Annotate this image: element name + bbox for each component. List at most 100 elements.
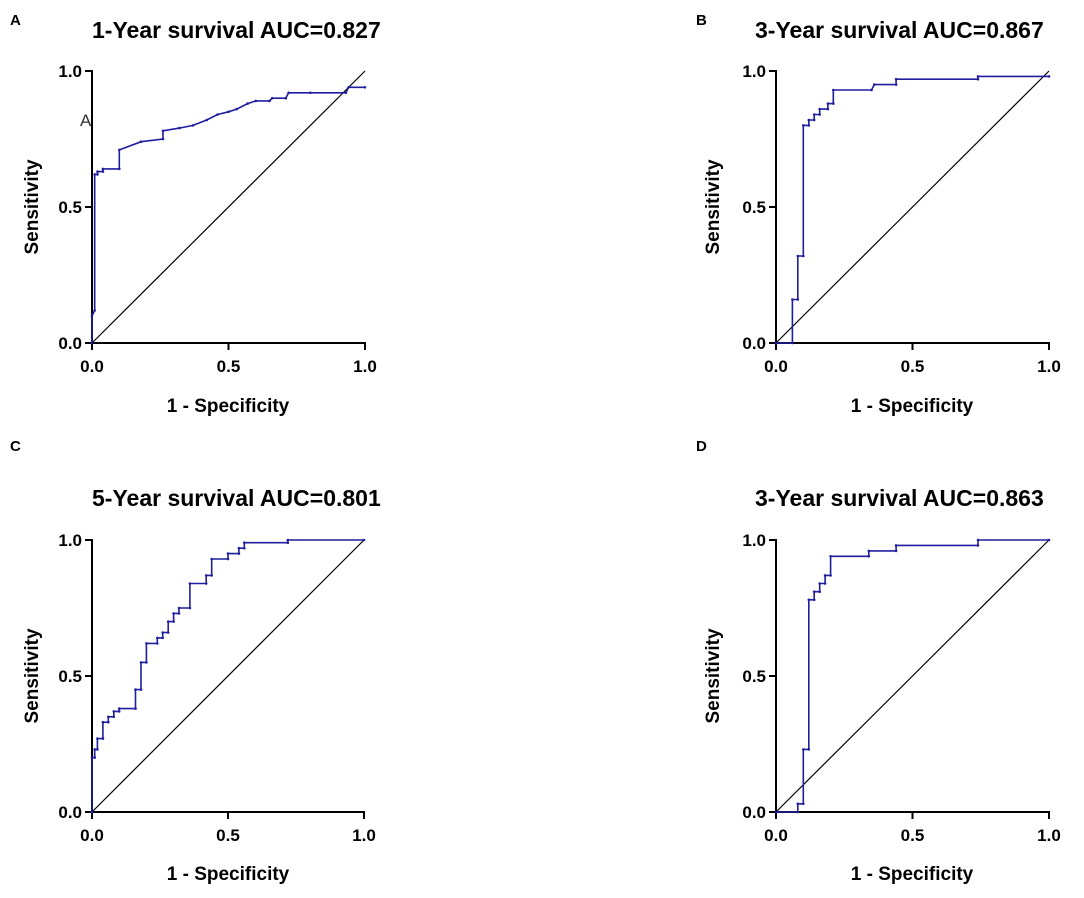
roc-point bbox=[286, 538, 290, 542]
roc-point bbox=[807, 118, 811, 122]
reference-diagonal-line bbox=[91, 70, 366, 344]
roc-point bbox=[93, 309, 96, 312]
chart-title: 5-Year survival AUC=0.801 bbox=[92, 485, 381, 511]
roc-point bbox=[867, 555, 871, 558]
roc-point bbox=[188, 606, 192, 610]
chart-title: 3-Year survival AUC=0.863 bbox=[755, 485, 1044, 511]
y-axis-label: Sensitivity bbox=[703, 159, 724, 254]
x-tick-label: 0.0 bbox=[764, 826, 788, 845]
roc-point bbox=[145, 661, 148, 664]
roc-point bbox=[107, 715, 110, 719]
roc-point bbox=[807, 124, 811, 127]
panel-letter: C bbox=[10, 438, 21, 455]
roc-point bbox=[166, 631, 170, 634]
y-tick-label: 0.0 bbox=[742, 334, 766, 353]
panel-a: A 1-Year survival AUC=0.827 0.0 0.5 1.0 0.0 0.… bbox=[10, 12, 381, 417]
y-tick-label: 1.0 bbox=[742, 62, 766, 81]
y-tick-label: 0.5 bbox=[58, 667, 82, 686]
roc-point bbox=[226, 552, 230, 555]
roc-point bbox=[188, 582, 192, 585]
roc-point bbox=[210, 574, 213, 577]
y-axis-label: Sensitivity bbox=[22, 159, 43, 254]
roc-point bbox=[812, 590, 816, 593]
roc-point bbox=[309, 91, 312, 95]
roc-point bbox=[832, 102, 835, 105]
roc-point bbox=[823, 582, 827, 585]
roc-point bbox=[894, 544, 898, 547]
roc-point bbox=[191, 124, 195, 127]
roc-point bbox=[802, 748, 805, 751]
roc-point bbox=[791, 341, 794, 345]
roc-point bbox=[235, 107, 238, 111]
roc-point bbox=[818, 113, 821, 116]
reference-diagonal-line bbox=[775, 70, 1050, 344]
roc-point bbox=[112, 710, 116, 713]
y-tick-label: 1.0 bbox=[58, 531, 82, 550]
roc-point bbox=[254, 99, 258, 103]
roc-curve-line bbox=[776, 539, 1049, 813]
x-tick-label: 0.5 bbox=[901, 357, 925, 376]
roc-point bbox=[344, 91, 348, 95]
roc-point bbox=[101, 170, 105, 173]
roc-point bbox=[812, 118, 816, 122]
roc-point bbox=[96, 170, 99, 173]
roc-point bbox=[829, 555, 832, 558]
roc-point bbox=[172, 620, 175, 623]
roc-point bbox=[270, 96, 274, 100]
roc-point bbox=[829, 574, 832, 577]
y-tick-label: 0.0 bbox=[58, 334, 82, 353]
roc-point bbox=[134, 688, 137, 691]
roc-point bbox=[156, 636, 159, 640]
x-tick-label: 0.0 bbox=[764, 357, 788, 376]
roc-point bbox=[268, 99, 271, 103]
roc-point bbox=[172, 612, 175, 615]
roc-point bbox=[867, 549, 871, 553]
y-tick-label: 0.0 bbox=[58, 803, 82, 822]
roc-point bbox=[118, 148, 121, 152]
y-tick-label: 0.5 bbox=[742, 198, 766, 217]
y-axis-label: Sensitivity bbox=[22, 628, 43, 723]
y-tick-label: 0.0 bbox=[742, 803, 766, 822]
x-tick-label: 0.0 bbox=[80, 357, 104, 376]
roc-point bbox=[286, 541, 290, 544]
panel-d: D 3-Year survival AUC=0.863 0.0 0.5 1.0 0.0 0.… bbox=[696, 438, 1061, 885]
x-axis-label: 1 - Specificity bbox=[851, 396, 974, 417]
roc-point bbox=[807, 748, 811, 751]
roc-point bbox=[894, 549, 898, 553]
roc-point bbox=[347, 86, 350, 89]
reference-diagonal-line bbox=[91, 539, 365, 813]
roc-point bbox=[237, 552, 241, 555]
roc-point bbox=[161, 129, 165, 133]
roc-point bbox=[96, 173, 99, 176]
roc-point bbox=[90, 810, 94, 814]
x-axis-label: 1 - Specificity bbox=[167, 864, 290, 885]
roc-point bbox=[156, 642, 159, 645]
roc-point bbox=[791, 298, 794, 301]
roc-point bbox=[976, 538, 980, 542]
reference-diagonal-line bbox=[775, 539, 1050, 813]
panel-letter: D bbox=[696, 438, 707, 455]
roc-point bbox=[204, 574, 208, 577]
roc-point bbox=[1047, 75, 1051, 78]
roc-point bbox=[90, 756, 94, 759]
roc-point bbox=[812, 598, 816, 602]
roc-point bbox=[205, 118, 208, 122]
roc-point bbox=[246, 102, 249, 105]
roc-point bbox=[976, 75, 980, 78]
roc-point bbox=[774, 810, 778, 814]
roc-point bbox=[802, 254, 805, 258]
x-tick-label: 1.0 bbox=[353, 357, 377, 376]
roc-point bbox=[90, 314, 94, 318]
roc-point bbox=[93, 173, 96, 176]
y-tick-label: 0.5 bbox=[742, 667, 766, 686]
roc-point bbox=[870, 88, 873, 92]
roc-point bbox=[802, 802, 805, 806]
panel-c: C 5-Year survival AUC=0.801 0.0 0.5 1.0 0.0 0.… bbox=[10, 438, 381, 885]
roc-point bbox=[93, 748, 96, 751]
panel-letter: B bbox=[696, 12, 707, 29]
y-tick-label: 1.0 bbox=[742, 531, 766, 550]
roc-point bbox=[161, 137, 165, 141]
roc-point bbox=[363, 86, 367, 89]
roc-point bbox=[796, 298, 800, 301]
roc-point bbox=[134, 707, 137, 710]
